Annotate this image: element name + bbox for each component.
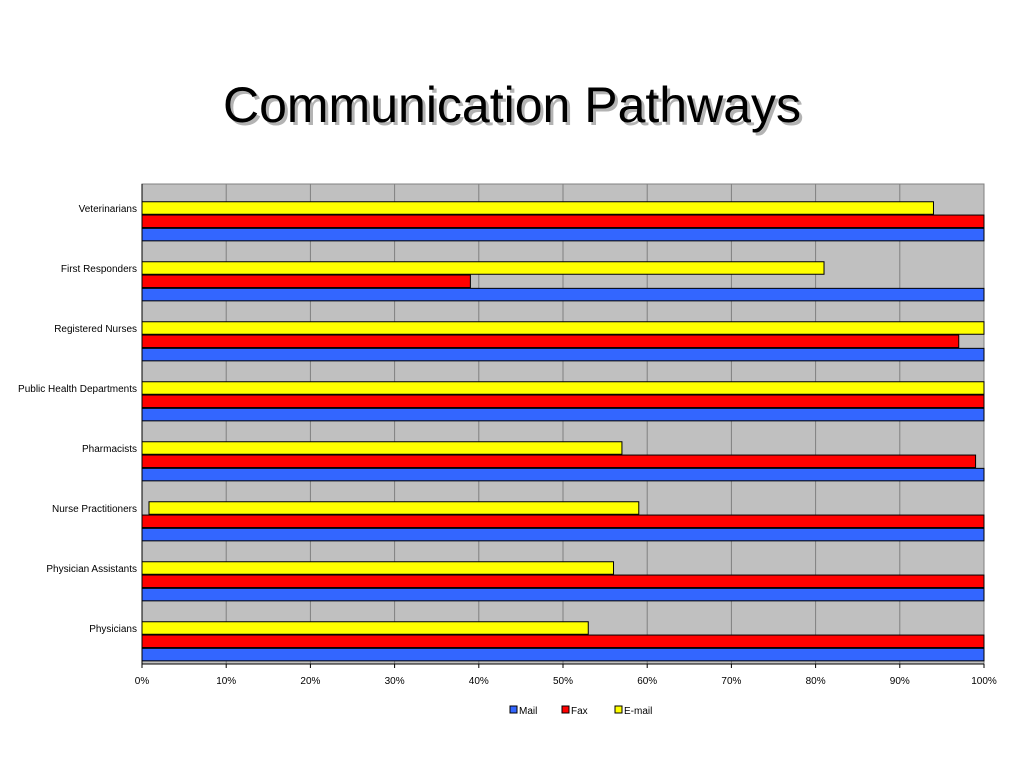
bar-email-3 xyxy=(141,381,985,395)
x-tick-label: 40% xyxy=(469,676,489,687)
x-tick-label: 30% xyxy=(385,676,405,687)
x-tick-label: 100% xyxy=(971,676,997,687)
bar-mail-4 xyxy=(141,467,985,482)
bar-fax-5 xyxy=(141,514,985,529)
bar-email-2 xyxy=(141,321,985,335)
x-tick-label: 90% xyxy=(890,676,910,687)
bar-mail-5 xyxy=(141,527,985,542)
bar-email-0 xyxy=(141,201,934,215)
bar-fax-1 xyxy=(141,274,471,289)
bar-email-4 xyxy=(141,441,623,455)
bar-email-5 xyxy=(148,501,640,515)
legend-label: Mail xyxy=(519,706,537,717)
category-label: Physicians xyxy=(89,624,137,635)
x-tick-label: 60% xyxy=(637,676,657,687)
bar-fax-0 xyxy=(141,214,985,229)
bar-mail-2 xyxy=(141,347,985,362)
bar-mail-1 xyxy=(141,287,985,302)
x-tick-label: 50% xyxy=(553,676,573,687)
category-label: First Responders xyxy=(61,264,137,275)
legend-label: E-mail xyxy=(624,706,652,717)
bar-fax-6 xyxy=(141,574,985,589)
legend-label: Fax xyxy=(571,706,588,717)
legend-swatch-mail xyxy=(509,705,518,714)
x-tick-label: 10% xyxy=(216,676,236,687)
bar-email-6 xyxy=(141,561,615,575)
legend: Mail Fax E-mail xyxy=(509,705,652,717)
bar-mail-7 xyxy=(141,647,985,662)
bars xyxy=(141,201,985,662)
bar-email-1 xyxy=(141,261,825,275)
bar-fax-7 xyxy=(141,634,985,649)
category-label: Registered Nurses xyxy=(54,324,137,335)
x-tick-labels: 0% 10% 20% 30% 40% 50% 60% 70% 80% 90% 100% xyxy=(135,676,997,687)
bar-fax-4 xyxy=(141,454,977,469)
bar-mail-6 xyxy=(141,587,985,602)
category-label: Public Health Departments xyxy=(18,384,137,395)
x-tick-label: 70% xyxy=(721,676,741,687)
x-tick-label: 20% xyxy=(300,676,320,687)
bar-email-7 xyxy=(141,621,589,635)
bar-fax-3 xyxy=(141,394,985,409)
category-label: Pharmacists xyxy=(82,444,137,455)
legend-swatch-email xyxy=(614,705,623,714)
bar-fax-2 xyxy=(141,334,960,349)
category-label: Veterinarians xyxy=(79,204,137,215)
bar-mail-0 xyxy=(141,227,985,242)
legend-swatch-fax xyxy=(561,705,570,714)
category-label: Nurse Practitioners xyxy=(52,504,137,515)
x-tick-label: 80% xyxy=(806,676,826,687)
slide-title: Communication Pathways xyxy=(222,77,802,133)
category-labels: Veterinarians First Responders Registered … xyxy=(18,204,137,635)
x-tick-label: 0% xyxy=(135,676,150,687)
bar-mail-3 xyxy=(141,407,985,422)
category-label: Physician Assistants xyxy=(46,564,137,575)
